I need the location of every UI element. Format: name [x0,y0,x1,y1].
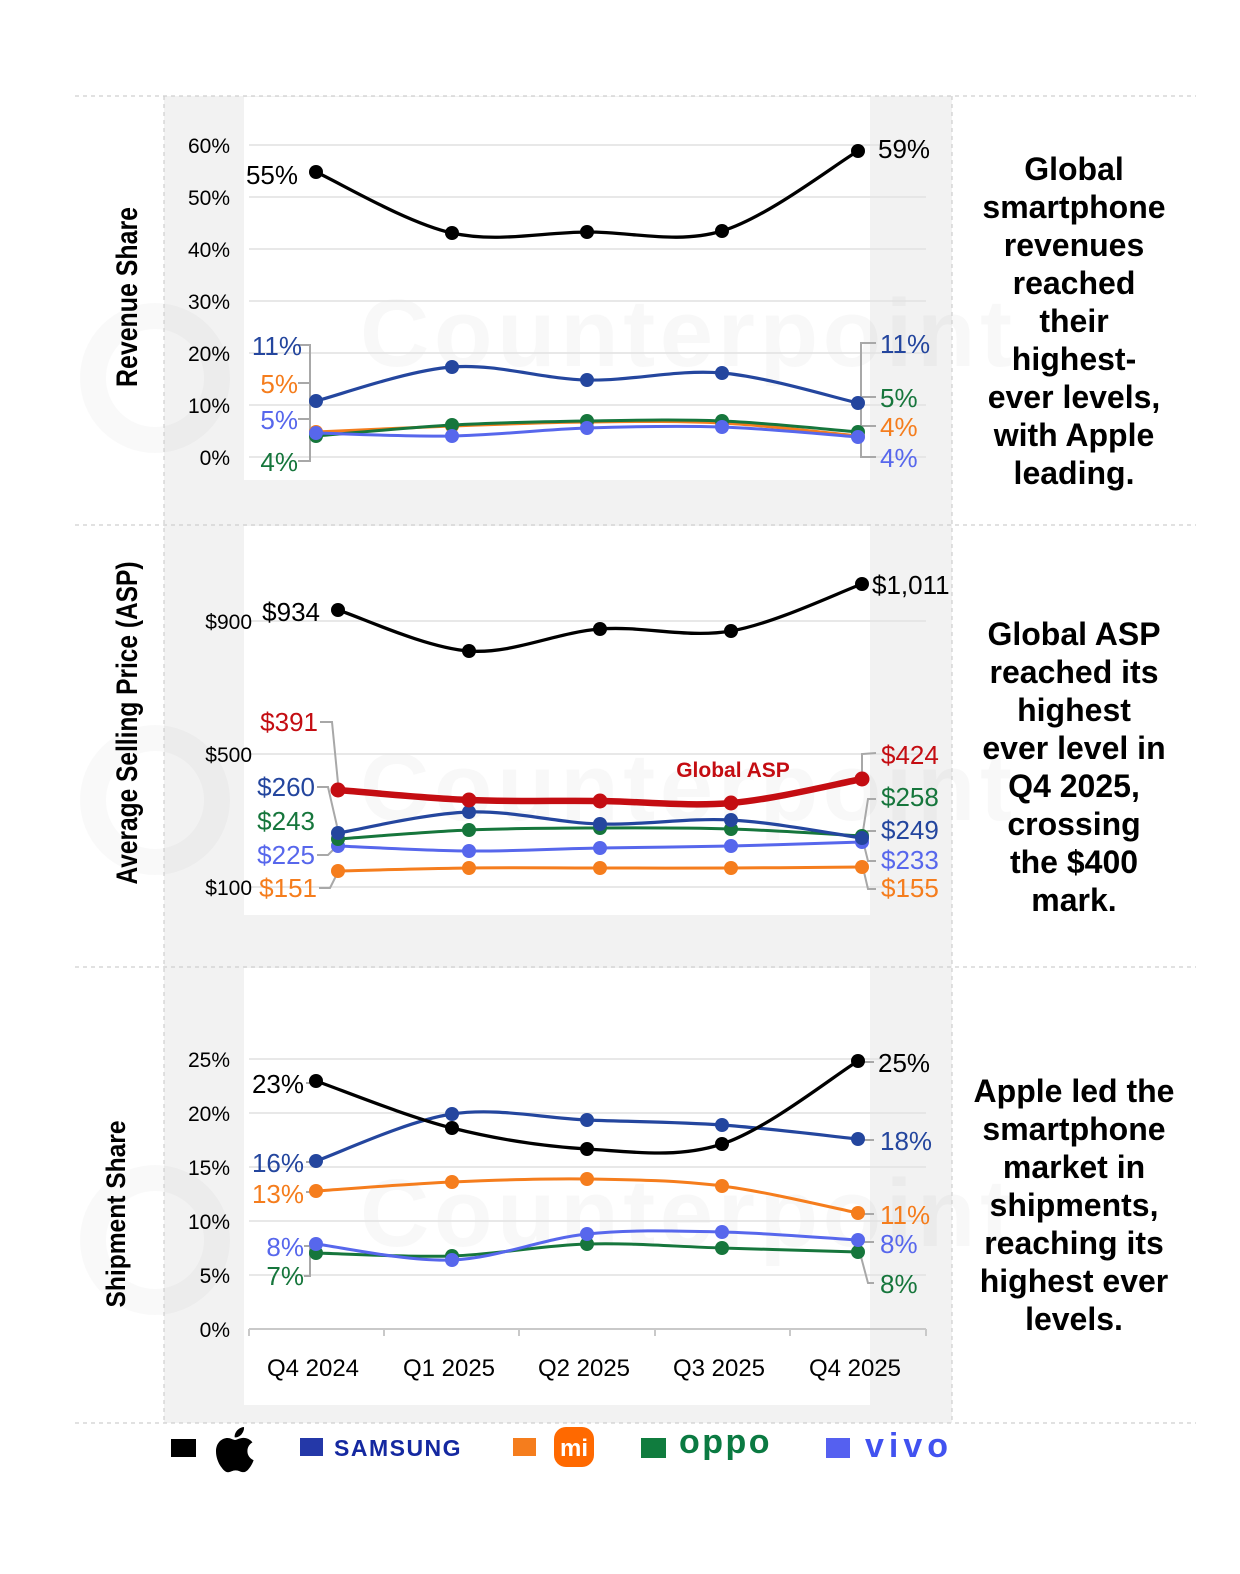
svg-text:Revenue Share: Revenue Share [111,207,144,387]
svg-text:reaching its: reaching its [984,1225,1164,1261]
svg-text:10%: 10% [188,1211,230,1234]
svg-text:Q4 2025: Q4 2025 [809,1355,901,1382]
svg-text:25%: 25% [188,1049,230,1072]
svg-text:Global ASP: Global ASP [676,759,790,782]
svg-text:market in: market in [1003,1149,1145,1185]
svg-text:Global: Global [1024,151,1124,187]
svg-text:SAMSUNG: SAMSUNG [334,1435,462,1461]
svg-text:Q3 2025: Q3 2025 [673,1355,765,1382]
svg-text:reached: reached [1013,265,1136,301]
svg-text:$225: $225 [257,840,315,870]
svg-text:oppo: oppo [679,1423,772,1461]
svg-text:23%: 23% [252,1069,304,1099]
svg-text:ever level in: ever level in [982,730,1165,766]
svg-text:5%: 5% [260,369,298,399]
svg-text:$1,011: $1,011 [872,570,950,600]
svg-text:$151: $151 [259,873,317,903]
svg-text:highest: highest [1017,692,1131,728]
svg-text:Average Selling Price (ASP): Average Selling Price (ASP) [111,562,144,885]
svg-text:0%: 0% [200,1319,230,1342]
svg-text:highest ever: highest ever [980,1263,1169,1299]
svg-text:$249: $249 [881,815,939,845]
svg-text:18%: 18% [880,1126,932,1156]
svg-text:$934: $934 [262,597,320,627]
svg-text:Q1 2025: Q1 2025 [403,1355,495,1382]
svg-text:20%: 20% [188,1103,230,1126]
svg-text:levels.: levels. [1025,1301,1123,1337]
svg-text:smartphone: smartphone [982,1111,1165,1147]
svg-text:ever levels,: ever levels, [988,379,1161,415]
svg-text:11%: 11% [252,331,302,361]
svg-text:$391: $391 [260,707,318,737]
svg-text:the $400: the $400 [1010,844,1138,880]
svg-text:$233: $233 [881,845,939,875]
svg-text:30%: 30% [188,291,230,314]
svg-text:reached its: reached its [990,654,1159,690]
svg-text:$260: $260 [257,772,315,802]
svg-text:50%: 50% [188,187,230,210]
svg-text:7%: 7% [266,1261,304,1291]
svg-text:4%: 4% [260,447,298,477]
svg-text:$155: $155 [881,873,939,903]
svg-text:$258: $258 [881,782,939,812]
svg-text:$500: $500 [205,744,252,767]
svg-text:Apple led the: Apple led the [974,1073,1175,1109]
svg-text:their: their [1039,303,1108,339]
svg-text:Q4 2024: Q4 2024 [267,1355,359,1382]
svg-text:shipments,: shipments, [990,1187,1159,1223]
svg-text:$900: $900 [205,611,252,634]
svg-text:5%: 5% [260,405,298,435]
svg-text:8%: 8% [880,1229,918,1259]
svg-text:0%: 0% [200,447,230,470]
svg-text:5%: 5% [200,1265,230,1288]
svg-text:4%: 4% [880,443,918,473]
svg-text:mi: mi [560,1435,588,1462]
svg-text:leading.: leading. [1014,455,1135,491]
svg-text:4%: 4% [880,412,918,442]
svg-text:10%: 10% [188,395,230,418]
svg-text:13%: 13% [252,1179,304,1209]
svg-text:$424: $424 [881,740,939,770]
svg-text:40%: 40% [188,239,230,262]
svg-text:$243: $243 [257,806,315,836]
svg-text:16%: 16% [252,1148,304,1178]
svg-text:20%: 20% [188,343,230,366]
svg-text:Global ASP: Global ASP [987,616,1160,652]
svg-text:vivo: vivo [865,1427,953,1465]
svg-text:5%: 5% [880,383,918,413]
svg-text:Q2 2025: Q2 2025 [538,1355,630,1382]
svg-text:8%: 8% [880,1269,918,1299]
svg-text:15%: 15% [188,1157,230,1180]
svg-text:11%: 11% [880,1200,930,1230]
svg-text:with Apple: with Apple [993,417,1155,453]
svg-text:59%: 59% [878,134,930,164]
svg-text:60%: 60% [188,135,230,158]
svg-text:55%: 55% [246,160,298,190]
svg-text:$100: $100 [205,877,252,900]
svg-text:Q4 2025,: Q4 2025, [1008,768,1140,804]
svg-text:crossing: crossing [1007,806,1140,842]
svg-text:mark.: mark. [1031,882,1116,918]
svg-text:highest-: highest- [1012,341,1136,377]
svg-text:8%: 8% [266,1232,304,1262]
svg-text:11%: 11% [880,329,930,359]
svg-text:smartphone: smartphone [982,189,1165,225]
svg-text:Shipment Share: Shipment Share [101,1121,131,1308]
svg-text:25%: 25% [878,1048,930,1078]
svg-text:revenues: revenues [1004,227,1145,263]
